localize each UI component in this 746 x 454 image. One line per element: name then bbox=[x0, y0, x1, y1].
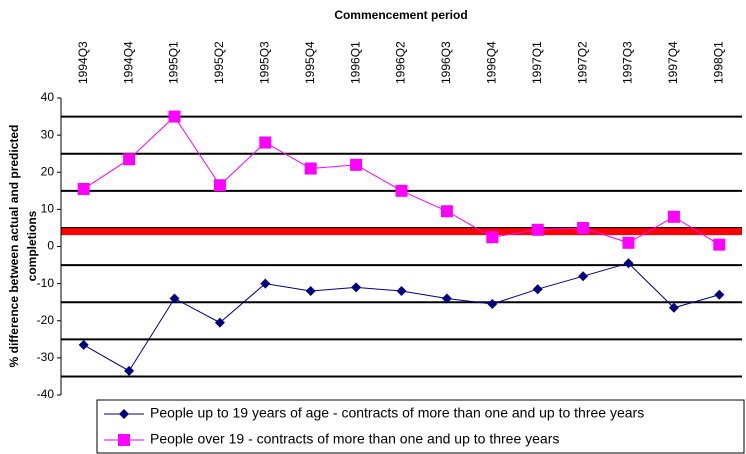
y-tick-label: 40 bbox=[41, 90, 55, 104]
marker bbox=[304, 162, 317, 175]
marker bbox=[623, 258, 634, 269]
y-axis-label: % difference between actual and predicte… bbox=[7, 125, 21, 368]
marker bbox=[213, 179, 226, 192]
marker bbox=[214, 317, 225, 328]
marker bbox=[667, 210, 680, 223]
marker bbox=[622, 236, 635, 249]
marker bbox=[77, 182, 90, 195]
marker bbox=[259, 136, 272, 149]
x-tick-label: 1995Q3 bbox=[257, 41, 271, 84]
marker bbox=[486, 231, 499, 244]
series-line bbox=[83, 115, 720, 246]
x-tick-label: 1995Q4 bbox=[303, 41, 317, 84]
marker bbox=[440, 205, 453, 218]
x-tick-label: 1998Q1 bbox=[711, 41, 725, 84]
y-tick-label: -30 bbox=[37, 350, 55, 364]
legend-label: People up to 19 years of age - contracts… bbox=[150, 405, 644, 421]
x-tick-label: 1997Q4 bbox=[666, 41, 680, 84]
marker bbox=[169, 293, 180, 304]
x-tick-label: 1995Q2 bbox=[212, 41, 226, 84]
marker bbox=[487, 299, 498, 310]
x-tick-label: 1997Q2 bbox=[575, 41, 589, 84]
y-tick-label: 30 bbox=[41, 127, 55, 141]
marker bbox=[714, 289, 725, 300]
marker bbox=[532, 284, 543, 295]
x-tick-label: 1994Q3 bbox=[76, 41, 90, 84]
marker bbox=[350, 158, 363, 171]
marker bbox=[260, 278, 271, 289]
marker bbox=[168, 110, 181, 123]
marker bbox=[668, 302, 679, 313]
marker bbox=[305, 286, 316, 297]
y-tick-label: -20 bbox=[37, 313, 55, 327]
marker bbox=[395, 184, 408, 197]
marker bbox=[351, 282, 362, 293]
x-tick-label: 1994Q4 bbox=[121, 41, 135, 84]
y-tick-label: -10 bbox=[37, 276, 55, 290]
marker bbox=[531, 223, 544, 236]
legend-label: People over 19 - contracts of more than … bbox=[150, 431, 559, 447]
marker bbox=[713, 238, 726, 251]
marker bbox=[118, 434, 130, 446]
y-axis-label: completions bbox=[25, 210, 39, 281]
y-tick-label: 10 bbox=[41, 202, 55, 216]
marker bbox=[577, 221, 590, 234]
marker bbox=[78, 339, 89, 350]
marker bbox=[123, 153, 136, 166]
x-tick-label: 1996Q1 bbox=[348, 41, 362, 84]
marker bbox=[396, 286, 407, 297]
x-tick-label: 1996Q3 bbox=[439, 41, 453, 84]
y-tick-label: -40 bbox=[37, 387, 55, 401]
x-tick-label: 1996Q4 bbox=[484, 41, 498, 84]
marker bbox=[119, 409, 129, 419]
series-line bbox=[83, 262, 720, 372]
marker bbox=[578, 271, 589, 282]
marker bbox=[441, 293, 452, 304]
x-tick-label: 1996Q2 bbox=[394, 41, 408, 84]
legend-box bbox=[96, 399, 745, 454]
y-tick-label: 0 bbox=[47, 239, 54, 253]
x-tick-label: 1995Q1 bbox=[167, 41, 181, 84]
marker bbox=[124, 365, 135, 376]
x-tick-label: 1997Q1 bbox=[530, 41, 544, 84]
chart-title: Commencement period bbox=[334, 8, 467, 22]
x-tick-label: 1997Q3 bbox=[621, 41, 635, 84]
y-tick-label: 20 bbox=[41, 164, 55, 178]
